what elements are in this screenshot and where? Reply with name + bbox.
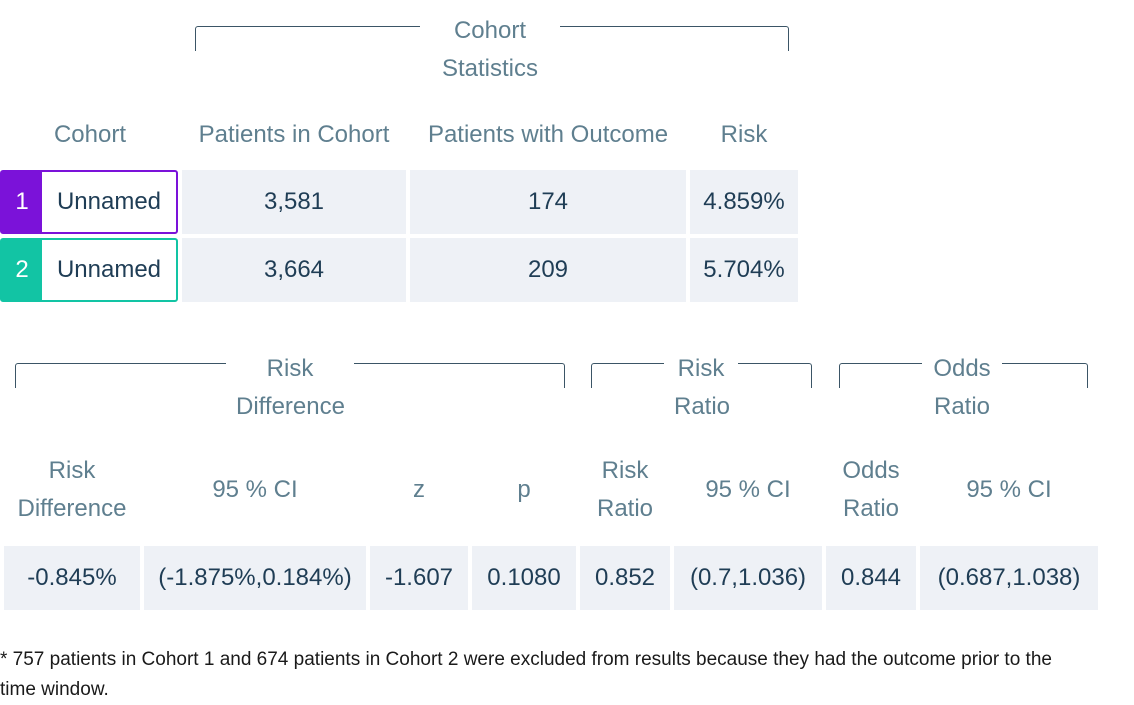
value-odds-ratio: 0.844 xyxy=(826,546,916,610)
value-rd-ci: (-1.875%,0.184%) xyxy=(144,546,366,610)
cohort-statistics-title: Cohort Statistics xyxy=(420,12,560,88)
value-risk-ratio: 0.852 xyxy=(580,546,670,610)
cohort-1-tag[interactable]: 1 Unnamed xyxy=(0,170,178,234)
cohort-1-with-outcome: 174 xyxy=(410,170,686,234)
risk-difference-title: Risk Difference xyxy=(226,350,354,426)
header-risk-difference: Risk Difference xyxy=(17,457,127,522)
value-rr-ci: (0.7,1.036) xyxy=(674,546,822,610)
exclusion-footnote: * 757 patients in Cohort 1 and 674 patie… xyxy=(0,649,1052,700)
header-z: z xyxy=(413,476,425,503)
cohort-1-name: Unnamed xyxy=(56,188,162,215)
header-p: p xyxy=(517,476,531,503)
header-odds-ratio: Odds Ratio xyxy=(842,457,900,522)
cohort-1-patients: 3,581 xyxy=(182,170,406,234)
header-risk-ratio: Risk Ratio xyxy=(596,457,654,522)
cohort-2-number: 2 xyxy=(2,240,42,300)
header-patients-with-outcome: Patients with Outcome xyxy=(427,121,669,148)
odds-ratio-title: Odds Ratio xyxy=(922,350,1002,426)
header-rd-ci: 95 % CI xyxy=(212,476,298,503)
value-or-ci: (0.687,1.038) xyxy=(920,546,1098,610)
cohort-1-number: 1 xyxy=(2,172,42,232)
header-rr-ci: 95 % CI xyxy=(705,476,791,503)
cohort-2-with-outcome: 209 xyxy=(410,238,686,302)
value-risk-difference: -0.845% xyxy=(4,546,140,610)
header-risk: Risk xyxy=(720,121,768,148)
header-or-ci: 95 % CI xyxy=(966,476,1052,503)
cohort-2-name: Unnamed xyxy=(56,256,162,283)
value-p: 0.1080 xyxy=(472,546,576,610)
cohort-2-risk: 5.704% xyxy=(690,238,798,302)
value-z: -1.607 xyxy=(370,546,468,610)
cohort-2-patients: 3,664 xyxy=(182,238,406,302)
header-cohort: Cohort xyxy=(53,121,127,148)
cohort-1-risk: 4.859% xyxy=(690,170,798,234)
risk-ratio-title: Risk Ratio xyxy=(664,350,738,426)
cohort-2-tag[interactable]: 2 Unnamed xyxy=(0,238,178,302)
header-patients-in-cohort: Patients in Cohort xyxy=(198,121,390,148)
